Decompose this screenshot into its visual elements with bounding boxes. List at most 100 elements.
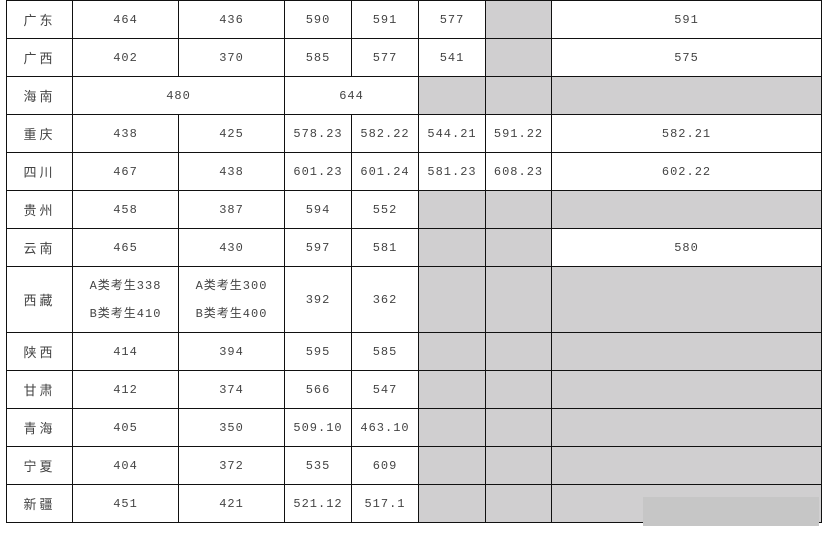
shaded-cell [418,332,486,371]
shaded-cell [485,446,552,485]
score-cell: 582.22 [351,114,419,153]
score-cell: 544.21 [418,114,486,153]
shaded-cell [485,484,552,523]
table-row: 海南 480 644 [6,76,822,115]
score-cell: 591 [551,0,822,39]
score-cell: 362 [351,266,419,333]
shaded-cell [551,190,822,229]
score-cell: 509.10 [284,408,352,447]
score-cell: 541 [418,38,486,77]
table-row: 青海 405 350 509.10 463.10 [6,408,822,447]
score-cell: 402 [72,38,179,77]
score-cell: 458 [72,190,179,229]
score-cell: 581.23 [418,152,486,191]
score-cell: 464 [72,0,179,39]
score-cell: 521.12 [284,484,352,523]
province-cell: 贵州 [6,190,73,229]
table-row: 重庆 438 425 578.23 582.22 544.21 591.22 582.21 [6,114,822,153]
score-cell: 581 [351,228,419,267]
shaded-cell [551,408,822,447]
province-cell: 云南 [6,228,73,267]
score-cell: 595 [284,332,352,371]
province-cell: 甘肃 [6,370,73,409]
table-row: 陕西 414 394 595 585 [6,332,822,371]
score-line: A类考生300 [195,278,268,293]
score-cell: 609 [351,446,419,485]
score-cell: 594 [284,190,352,229]
score-cell: 547 [351,370,419,409]
score-cell: 436 [178,0,285,39]
score-line: B类考生410 [89,306,162,321]
score-cell: 451 [72,484,179,523]
province-cell: 宁夏 [6,446,73,485]
province-cell: 四川 [6,152,73,191]
score-cell: 467 [72,152,179,191]
shaded-cell [418,408,486,447]
score-cell: 372 [178,446,285,485]
score-cell: 463.10 [351,408,419,447]
score-cell: 552 [351,190,419,229]
score-cell: 591 [351,0,419,39]
table-row: 广东 464 436 590 591 577 591 [6,0,822,39]
shaded-cell [551,370,822,409]
score-line: A类考生338 [89,278,162,293]
score-cell: 597 [284,228,352,267]
score-cell: 602.22 [551,152,822,191]
score-cell: 421 [178,484,285,523]
score-cell: 590 [284,0,352,39]
table-row: 西藏 A类考生338 B类考生410 A类考生300 B类考生400 392 362 [6,266,822,333]
province-cell: 西藏 [6,266,73,333]
shaded-cell [551,446,822,485]
province-cell: 陕西 [6,332,73,371]
score-cell: 580 [551,228,822,267]
score-cell: 608.23 [485,152,552,191]
score-cell: 585 [351,332,419,371]
shaded-cell [418,446,486,485]
province-cell: 青海 [6,408,73,447]
score-cell: 430 [178,228,285,267]
shaded-cell [485,38,552,77]
score-cell: 577 [351,38,419,77]
shaded-cell [551,76,822,115]
province-cell: 新疆 [6,484,73,523]
shaded-cell [418,228,486,267]
score-cell: 387 [178,190,285,229]
score-cell: A类考生338 B类考生410 [72,266,179,333]
score-cell: 577 [418,0,486,39]
score-cell: 405 [72,408,179,447]
score-cell: 591.22 [485,114,552,153]
shaded-cell [485,190,552,229]
shaded-cell [485,332,552,371]
score-cell: 350 [178,408,285,447]
shaded-cell [418,370,486,409]
table-row: 甘肃 412 374 566 547 [6,370,822,409]
score-cell: 535 [284,446,352,485]
score-table: 广东 464 436 590 591 577 591 广西 402 370 585 577 541 575… [6,0,822,523]
score-cell: 644 [284,76,419,115]
score-cell: 585 [284,38,352,77]
province-cell: 广东 [6,0,73,39]
shaded-cell [551,266,822,333]
score-cell: 414 [72,332,179,371]
table-row: 宁夏 404 372 535 609 [6,446,822,485]
score-cell: 392 [284,266,352,333]
table-row: 云南 465 430 597 581 580 [6,228,822,267]
shaded-cell [485,408,552,447]
shaded-overlay [643,497,819,526]
score-cell: 374 [178,370,285,409]
shaded-cell [418,190,486,229]
province-cell: 广西 [6,38,73,77]
score-cell: 582.21 [551,114,822,153]
table-row: 广西 402 370 585 577 541 575 [6,38,822,77]
score-cell: 480 [72,76,285,115]
score-cell: 575 [551,38,822,77]
province-cell: 海南 [6,76,73,115]
score-line: B类考生400 [195,306,268,321]
score-cell: 438 [72,114,179,153]
score-cell: 394 [178,332,285,371]
shaded-cell [485,0,552,39]
table-row: 四川 467 438 601.23 601.24 581.23 608.23 602.22 [6,152,822,191]
score-cell: 601.23 [284,152,352,191]
shaded-cell [485,266,552,333]
score-cell: 465 [72,228,179,267]
